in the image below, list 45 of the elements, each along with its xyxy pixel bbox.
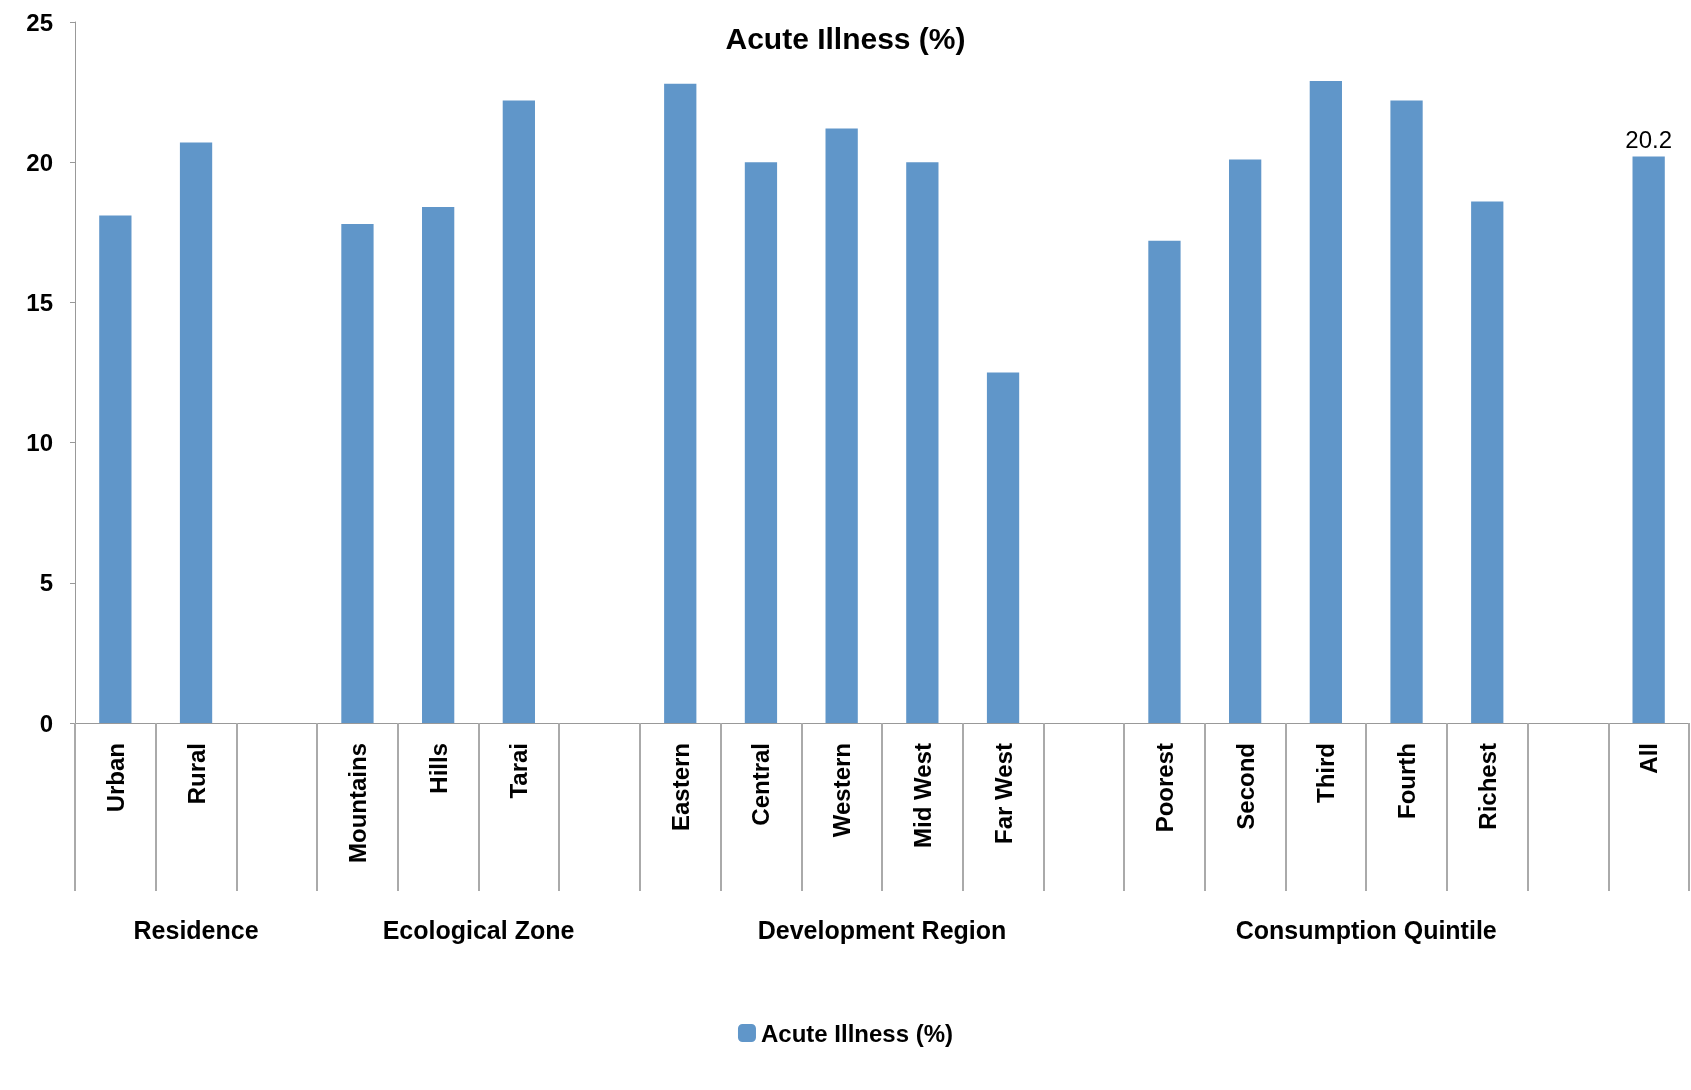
bar	[1309, 80, 1342, 723]
bar	[1471, 201, 1504, 723]
bar	[422, 207, 455, 723]
bar	[1229, 159, 1262, 723]
bar	[906, 162, 939, 723]
x-tick-label: Western	[828, 743, 856, 838]
y-tick-label: 25	[26, 8, 53, 36]
x-tick-label: Fourth	[1393, 743, 1421, 819]
bar	[99, 215, 132, 723]
x-tick-label: Eastern	[666, 743, 694, 832]
y-tick-label: 15	[26, 288, 53, 316]
x-tick-label: Third	[1312, 743, 1340, 803]
text: Ecological Zone	[382, 916, 575, 944]
x-tick-label: Hills	[424, 743, 452, 794]
text: Residence	[133, 916, 259, 944]
x-tick-label: Second	[1231, 743, 1259, 830]
bar	[664, 83, 697, 723]
x-tick-label: Mid West	[908, 743, 936, 848]
x-tick-label: Richest	[1473, 743, 1501, 830]
bar	[179, 142, 213, 723]
x-tick-label: Urban	[101, 743, 129, 813]
bar	[986, 372, 1020, 723]
bar	[744, 162, 778, 723]
y-tick-label: 5	[39, 569, 53, 597]
bar	[502, 100, 535, 723]
bar	[1632, 156, 1665, 723]
y-tick-label: 0	[39, 709, 53, 737]
text: Development Region	[757, 916, 1007, 944]
chart-title: Acute Illness (%)	[725, 21, 966, 55]
x-tick-label: Central	[747, 743, 775, 826]
x-tick-label: Poorest	[1150, 743, 1178, 833]
legend-label: Acute Illness (%)	[760, 1019, 954, 1047]
bar	[825, 128, 858, 723]
x-tick-label: Far West	[989, 742, 1017, 844]
x-tick-label: Mountains	[343, 743, 371, 863]
text: Consumption Quintile	[1235, 916, 1497, 944]
y-tick-label: 20	[26, 148, 53, 176]
x-tick-label: Tarai	[505, 743, 533, 799]
y-tick-label: 10	[26, 429, 53, 457]
bar	[1148, 240, 1181, 723]
bar	[341, 223, 374, 723]
bar	[1390, 100, 1423, 723]
x-tick-label: Rural	[182, 743, 210, 805]
data-label: 20.2	[1625, 126, 1673, 154]
x-tick-label: All	[1635, 743, 1663, 774]
